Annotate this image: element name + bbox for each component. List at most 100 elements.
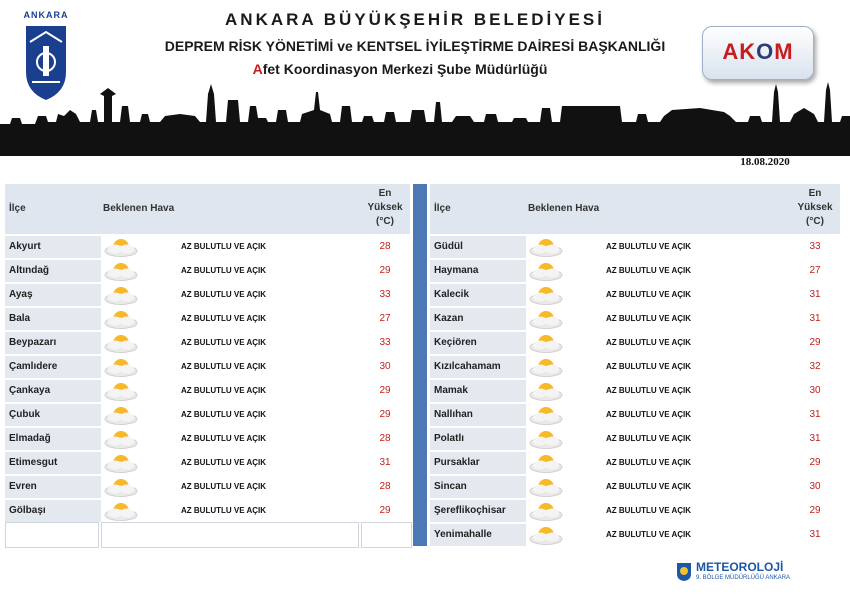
forecast-table-right: İlçe Beklenen Hava En Yüksek (°C) Güdül A… — [430, 184, 840, 546]
max-temperature: 29 — [379, 409, 391, 420]
district-name: Altındağ — [5, 260, 101, 282]
max-temperature: 31 — [809, 433, 821, 444]
meteoroloji-logo: METEOROLOJİ 9. BÖLGE MÜDÜRLÜĞÜ ANKARA — [676, 560, 826, 590]
district-name: Çamlıdere — [5, 356, 101, 378]
partly-cloudy-icon — [528, 429, 564, 449]
table-row: Sincan AZ BULUTLU VE AÇIK 30 — [430, 476, 840, 498]
district-name: Mamak — [430, 380, 526, 402]
akom-logo: AKOM — [702, 26, 814, 80]
table-row: Kalecik AZ BULUTLU VE AÇIK 31 — [430, 284, 840, 306]
partly-cloudy-icon — [103, 429, 139, 449]
table-row: Kızılcahamam AZ BULUTLU VE AÇIK 32 — [430, 356, 840, 378]
column-header-hava: Beklenen Hava — [528, 203, 600, 214]
table-row: Haymana AZ BULUTLU VE AÇIK 27 — [430, 260, 840, 282]
empty-cell — [361, 522, 412, 548]
column-header-ilce: İlçe — [434, 203, 451, 214]
header-unit-rest: fet Koordinasyon Merkezi Şube Müdürlüğü — [262, 61, 548, 77]
district-name: Çubuk — [5, 404, 101, 426]
header-unit: Afet Koordinasyon Merkezi Şube Müdürlüğü — [120, 61, 680, 77]
max-temperature: 30 — [809, 481, 821, 492]
meteoroloji-subtitle: 9. BÖLGE MÜDÜRLÜĞÜ ANKARA — [696, 575, 791, 581]
weather-description: AZ BULUTLU VE AÇIK — [181, 410, 267, 419]
weather-description: AZ BULUTLU VE AÇIK — [606, 338, 692, 347]
table-row: Nallıhan AZ BULUTLU VE AÇIK 31 — [430, 404, 840, 426]
weather-description: AZ BULUTLU VE AÇIK — [606, 434, 692, 443]
partly-cloudy-icon — [528, 285, 564, 305]
table-row: Gölbaşı AZ BULUTLU VE AÇIK 29 — [5, 500, 410, 522]
max-temperature: 31 — [809, 409, 821, 420]
column-header-max-line3: (°C) — [376, 216, 394, 227]
column-header-max: En Yüksek (°C) — [360, 184, 410, 237]
weather-description: AZ BULUTLU VE AÇIK — [606, 290, 692, 299]
table-row: Polatlı AZ BULUTLU VE AÇIK 31 — [430, 428, 840, 450]
partly-cloudy-icon — [103, 357, 139, 377]
max-temperature: 32 — [809, 361, 821, 372]
weather-description: AZ BULUTLU VE AÇIK — [181, 290, 267, 299]
district-name: Şereflikoçhisar — [430, 500, 526, 522]
weather-description: AZ BULUTLU VE AÇIK — [181, 362, 267, 371]
district-name: Ayaş — [5, 284, 101, 306]
max-temperature: 33 — [809, 241, 821, 252]
district-name: Evren — [5, 476, 101, 498]
partly-cloudy-icon — [528, 357, 564, 377]
weather-description: AZ BULUTLU VE AÇIK — [181, 482, 267, 491]
max-temperature: 29 — [379, 265, 391, 276]
forecast-table-left: İlçe Beklenen Hava En Yüksek (°C) Akyurt… — [5, 184, 410, 522]
max-temperature: 28 — [379, 481, 391, 492]
weather-description: AZ BULUTLU VE AÇIK — [181, 338, 267, 347]
header-subtitle: DEPREM RİSK YÖNETİMİ ve KENTSEL İYİLEŞTİ… — [164, 38, 666, 54]
partly-cloudy-icon — [528, 501, 564, 521]
partly-cloudy-icon — [103, 285, 139, 305]
district-name: Güdül — [430, 236, 526, 258]
table-row: Güdül AZ BULUTLU VE AÇIK 33 — [430, 236, 840, 258]
table-row: Ayaş AZ BULUTLU VE AÇIK 33 — [5, 284, 410, 306]
weather-description: AZ BULUTLU VE AÇIK — [606, 506, 692, 515]
partly-cloudy-icon — [103, 237, 139, 257]
partly-cloudy-icon — [103, 453, 139, 473]
district-name: Gölbaşı — [5, 500, 101, 522]
weather-description: AZ BULUTLU VE AÇIK — [606, 410, 692, 419]
max-temperature: 31 — [809, 313, 821, 324]
partly-cloudy-icon — [528, 261, 564, 281]
max-temperature: 33 — [379, 337, 391, 348]
max-temperature: 28 — [379, 433, 391, 444]
district-name: Elmadağ — [5, 428, 101, 450]
column-header-max: En Yüksek (°C) — [790, 184, 840, 237]
table-row: Pursaklar AZ BULUTLU VE AÇIK 29 — [430, 452, 840, 474]
table-row: Altındağ AZ BULUTLU VE AÇIK 29 — [5, 260, 410, 282]
partly-cloudy-icon — [528, 237, 564, 257]
district-name: Kalecik — [430, 284, 526, 306]
table-header-left: İlçe Beklenen Hava En Yüksek (°C) — [5, 184, 410, 234]
column-header-max-line3: (°C) — [806, 216, 824, 227]
ankara-skyline-icon — [0, 82, 850, 156]
table-row: Kazan AZ BULUTLU VE AÇIK 31 — [430, 308, 840, 330]
district-name: Beypazarı — [5, 332, 101, 354]
max-temperature: 29 — [809, 505, 821, 516]
max-temperature: 31 — [809, 289, 821, 300]
weather-description: AZ BULUTLU VE AÇIK — [181, 458, 267, 467]
district-name: Yenimahalle — [430, 524, 526, 546]
table-row: Çamlıdere AZ BULUTLU VE AÇIK 30 — [5, 356, 410, 378]
max-temperature: 29 — [809, 337, 821, 348]
column-header-max-line1: En — [808, 188, 822, 199]
weather-description: AZ BULUTLU VE AÇIK — [606, 242, 692, 251]
header-title: ANKARA BÜYÜKŞEHİR BELEDİYESİ — [225, 10, 605, 29]
partly-cloudy-icon — [103, 501, 139, 521]
table-row: Yenimahalle AZ BULUTLU VE AÇIK 31 — [430, 524, 840, 546]
column-header-max-line1: En — [378, 188, 392, 199]
district-name: Bala — [5, 308, 101, 330]
max-temperature: 28 — [379, 241, 391, 252]
logo-label: ANKARA — [23, 10, 69, 20]
weather-description: AZ BULUTLU VE AÇIK — [181, 434, 267, 443]
page-header: ANKARA ANKARA BÜYÜKŞEHİR BELEDİYESİ DEPR… — [0, 0, 850, 168]
weather-description: AZ BULUTLU VE AÇIK — [606, 530, 692, 539]
meteoroloji-emblem-icon — [677, 563, 691, 581]
district-name: Pursaklar — [430, 452, 526, 474]
partly-cloudy-icon — [528, 405, 564, 425]
weather-description: AZ BULUTLU VE AÇIK — [181, 386, 267, 395]
district-name: Etimesgut — [5, 452, 101, 474]
meteoroloji-title: METEOROLOJİ — [696, 560, 784, 574]
district-name: Çankaya — [5, 380, 101, 402]
partly-cloudy-icon — [528, 453, 564, 473]
column-header-ilce: İlçe — [9, 203, 26, 214]
